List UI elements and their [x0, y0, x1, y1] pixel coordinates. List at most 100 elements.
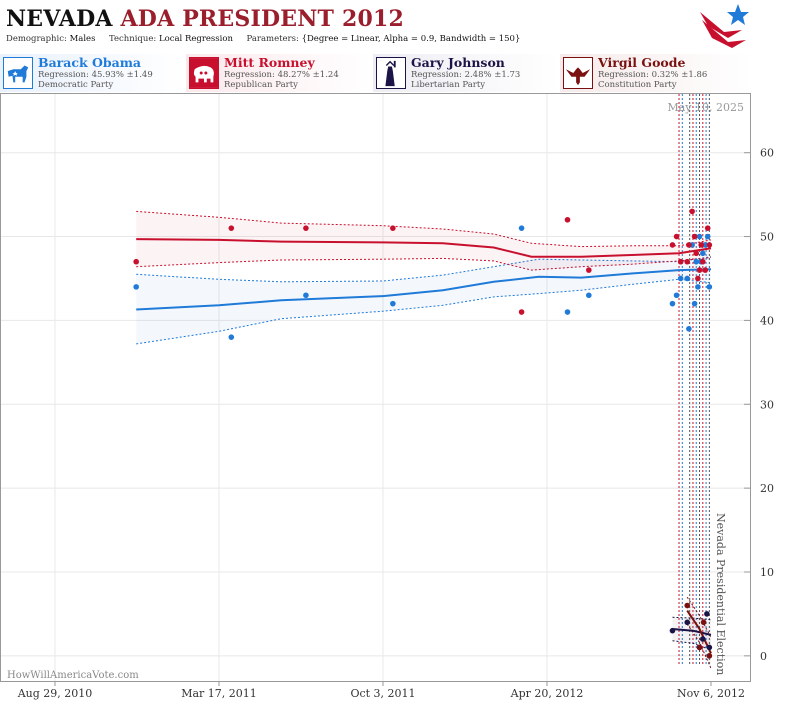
candidate-regression: Regression: 48.27% ±1.24: [224, 70, 339, 80]
plot-frame: [0, 93, 751, 682]
candidate-legend: Barack Obama Regression: 45.93% ±1.49 De…: [0, 54, 752, 92]
data-point: [228, 225, 235, 231]
data-point: [691, 233, 698, 240]
data-point: [133, 284, 139, 290]
data-point: [704, 611, 710, 617]
band-lower: [136, 278, 712, 345]
data-point: [706, 284, 713, 290]
data-point: [698, 242, 704, 248]
band-lower: [672, 640, 712, 651]
data-point: [702, 267, 709, 273]
date-label: May 10, 2025: [667, 101, 744, 114]
y-axis: 0 10 20 30 40 50 60: [744, 147, 774, 663]
parameters-line: Demographic: Males Technique: Local Regr…: [6, 34, 520, 44]
parameters-label: Parameters:: [246, 34, 299, 44]
candidate-romney: Mitt Romney Regression: 48.27% ±1.24 Rep…: [186, 54, 372, 92]
statue-of-liberty-icon: [376, 57, 406, 89]
confidence-bands: [136, 210, 712, 669]
data-point: [700, 636, 706, 642]
data-point: [586, 267, 592, 273]
data-point: [691, 300, 698, 307]
candidate-name: Virgil Goode: [598, 55, 686, 70]
x-tick-label: Mar 17, 2011: [181, 687, 257, 700]
parameters-value: {Degree = Linear, Alpha = 0.9, Bandwidth…: [301, 34, 521, 44]
elephant-icon: [189, 57, 219, 89]
candidate-party: Democratic Party: [38, 80, 114, 90]
data-point: [303, 225, 309, 231]
data-point: [677, 258, 684, 265]
data-points: [133, 208, 713, 659]
candidate-goode: Virgil Goode Regression: 0.32% ±1.86 Con…: [560, 54, 752, 92]
x-tick-label: Aug 29, 2010: [17, 687, 93, 700]
data-point: [669, 627, 676, 634]
candidate-party: Constitution Party: [598, 80, 677, 90]
trend-lines: [136, 238, 712, 654]
data-point: [669, 242, 676, 248]
trend-line: [686, 610, 712, 654]
data-point: [673, 233, 680, 240]
data-point: [133, 258, 139, 265]
candidate-regression: Regression: 45.93% ±1.49: [38, 70, 153, 80]
watermark: HowWillAmericaVote.com: [7, 670, 139, 681]
demographic-value: Males: [69, 34, 96, 44]
data-point: [689, 208, 695, 215]
candidate-regression: Regression: 2.48% ±1.73: [411, 70, 521, 80]
data-point: [673, 292, 680, 299]
data-point: [706, 644, 713, 651]
data-point: [518, 309, 525, 315]
confidence-band: [136, 256, 711, 344]
y-tick-label: 10: [760, 566, 774, 579]
data-point: [390, 225, 396, 231]
data-point: [564, 309, 571, 315]
y-tick-label: 30: [760, 398, 774, 411]
candidate-name: Gary Johnson: [411, 55, 505, 70]
y-tick-label: 20: [760, 482, 774, 495]
data-point: [390, 300, 396, 307]
data-point: [700, 619, 707, 626]
data-point: [693, 258, 700, 265]
eagle-icon: [563, 57, 593, 89]
data-point: [696, 644, 703, 651]
data-point: [695, 275, 701, 282]
election-label: Nevada Presidential Election: [714, 513, 727, 675]
candidate-name: Mitt Romney: [224, 55, 315, 70]
x-axis: Aug 29, 2010 Mar 17, 2011 Oct 3, 2011 Apr 2…: [17, 681, 745, 700]
logo-icon: [700, 4, 749, 48]
grid: [1, 94, 750, 681]
data-point: [684, 619, 691, 626]
data-point: [518, 225, 525, 231]
title-rest: ADA PRESIDENT 2012: [120, 6, 404, 32]
data-point: [702, 242, 709, 248]
x-tick-label: Nov 6, 2012: [677, 687, 745, 700]
data-point: [684, 258, 691, 265]
data-point: [700, 250, 706, 257]
data-point: [677, 275, 684, 282]
candidate-party: Libertarian Party: [411, 80, 486, 90]
y-tick-label: 60: [760, 147, 774, 160]
data-point: [696, 267, 703, 273]
y-tick-label: 0: [760, 650, 767, 663]
band-lower: [686, 623, 712, 669]
data-point: [684, 275, 691, 282]
title-state: NEVADA: [6, 6, 113, 32]
trend-line: [136, 268, 712, 311]
candidate-name: Barack Obama: [38, 55, 142, 70]
y-tick-label: 50: [760, 231, 774, 244]
data-point: [693, 250, 700, 257]
data-point: [669, 300, 676, 307]
poll-lines: [678, 94, 710, 666]
header: NEVADA ADA PRESIDENT 2012 Demographic: M…: [0, 0, 789, 52]
confidence-band: [136, 211, 711, 271]
band-lower: [136, 257, 712, 271]
candidate-obama: Barack Obama Regression: 45.93% ±1.49 De…: [0, 54, 185, 92]
data-point: [586, 292, 592, 299]
data-point: [706, 242, 713, 248]
y-tick-label: 40: [760, 314, 774, 327]
data-point: [564, 216, 571, 223]
data-point: [684, 602, 691, 609]
trend-line: [672, 628, 712, 636]
candidate-party: Republican Party: [224, 80, 298, 90]
donkey-icon: [3, 57, 33, 89]
data-point: [704, 233, 711, 240]
